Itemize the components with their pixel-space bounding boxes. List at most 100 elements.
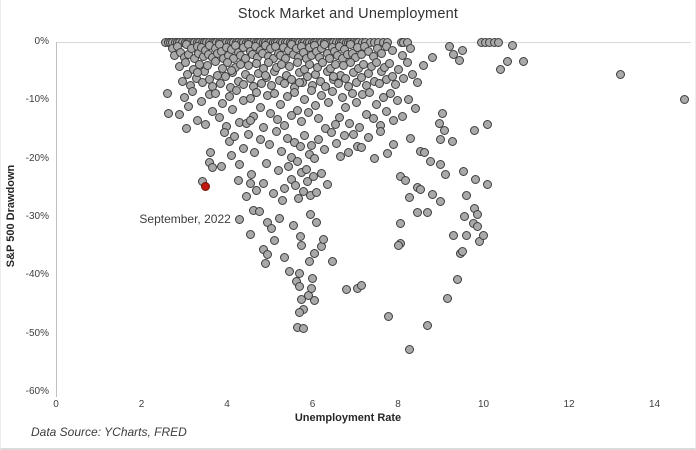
data-point [319,145,329,155]
data-point [335,151,345,161]
data-point [483,179,493,189]
data-point [251,59,261,69]
data-point [181,123,191,133]
data-point [310,101,320,111]
data-point [261,158,271,168]
data-point [230,131,240,141]
data-point [439,125,449,135]
data-point [255,103,265,113]
data-point [252,185,262,195]
data-point [392,96,402,106]
data-point [273,165,283,175]
y-axis-tick-label: 0% [34,36,49,47]
data-point [260,71,270,81]
data-point [435,159,445,169]
data-point [254,207,264,217]
data-point [376,127,386,137]
x-axis-tick-label: 8 [395,399,401,410]
data-point [377,49,387,59]
data-point [272,115,282,125]
data-point [356,73,366,83]
data-point [322,180,332,190]
data-point [260,259,270,269]
data-point [286,110,296,120]
data-point [313,114,323,124]
y-axis-tick-label: -40% [25,269,49,281]
x-axis-tick-label: 14 [648,399,661,410]
data-point [216,162,226,172]
data-point [246,178,256,188]
data-point [328,256,338,266]
data-point [233,175,243,185]
data-point [331,138,341,148]
data-point [496,65,506,75]
data-point [679,94,689,104]
data-point [238,144,248,154]
data-point [357,281,367,291]
data-point [268,189,278,199]
data-point [458,166,468,176]
data-point [296,142,306,152]
data-point [207,107,217,117]
data-point [327,128,337,138]
data-point [422,320,432,330]
data-point [279,121,289,131]
data-point [363,132,373,142]
data-point [472,222,482,232]
data-point [470,125,480,135]
data-point [238,80,248,90]
data-point [218,98,228,108]
data-point [308,274,317,284]
data-point [277,147,287,157]
data-point [395,219,405,229]
y-axis-tick-label: -10% [25,94,49,106]
data-point [307,141,317,151]
data-point [310,249,320,259]
data-point [452,275,462,285]
y-axis-tick-label: -60% [25,385,49,397]
highlight-point-september-2022 [201,182,211,192]
data-point [327,87,337,97]
data-point [449,231,459,241]
data-point [295,77,305,87]
data-point [201,120,211,130]
data-point [300,130,310,140]
data-point [389,115,399,125]
data-point [420,148,429,158]
data-point [266,108,276,118]
data-point [180,57,190,67]
data-point [318,234,328,244]
data-point [449,49,459,59]
data-point [329,71,339,81]
data-point [382,149,392,159]
data-point [404,94,414,104]
chart-title: Stock Market and Unemployment [237,6,459,22]
data-point [313,62,323,72]
data-point [442,293,452,303]
data-point [334,112,344,122]
data-point [235,159,245,169]
x-axis-tick-label: 6 [309,399,316,410]
data-point [225,91,235,101]
data-point [192,67,202,77]
data-point [461,231,471,241]
data-point [355,122,365,132]
data-point [211,88,221,98]
data-point [508,40,518,50]
data-point [203,60,213,70]
data-point [247,170,257,180]
data-point [402,58,412,68]
data-point [368,113,378,123]
data-point [340,131,350,141]
data-point [320,81,330,91]
data-source-note: Data Source: YCharts, FRED [31,425,187,439]
data-point [382,41,392,51]
data-point [405,192,415,202]
x-axis-tick-label: 4 [224,399,230,410]
data-point [280,184,290,194]
data-point [423,207,433,217]
data-point [280,253,290,263]
data-point [372,99,382,109]
data-point [274,213,284,223]
